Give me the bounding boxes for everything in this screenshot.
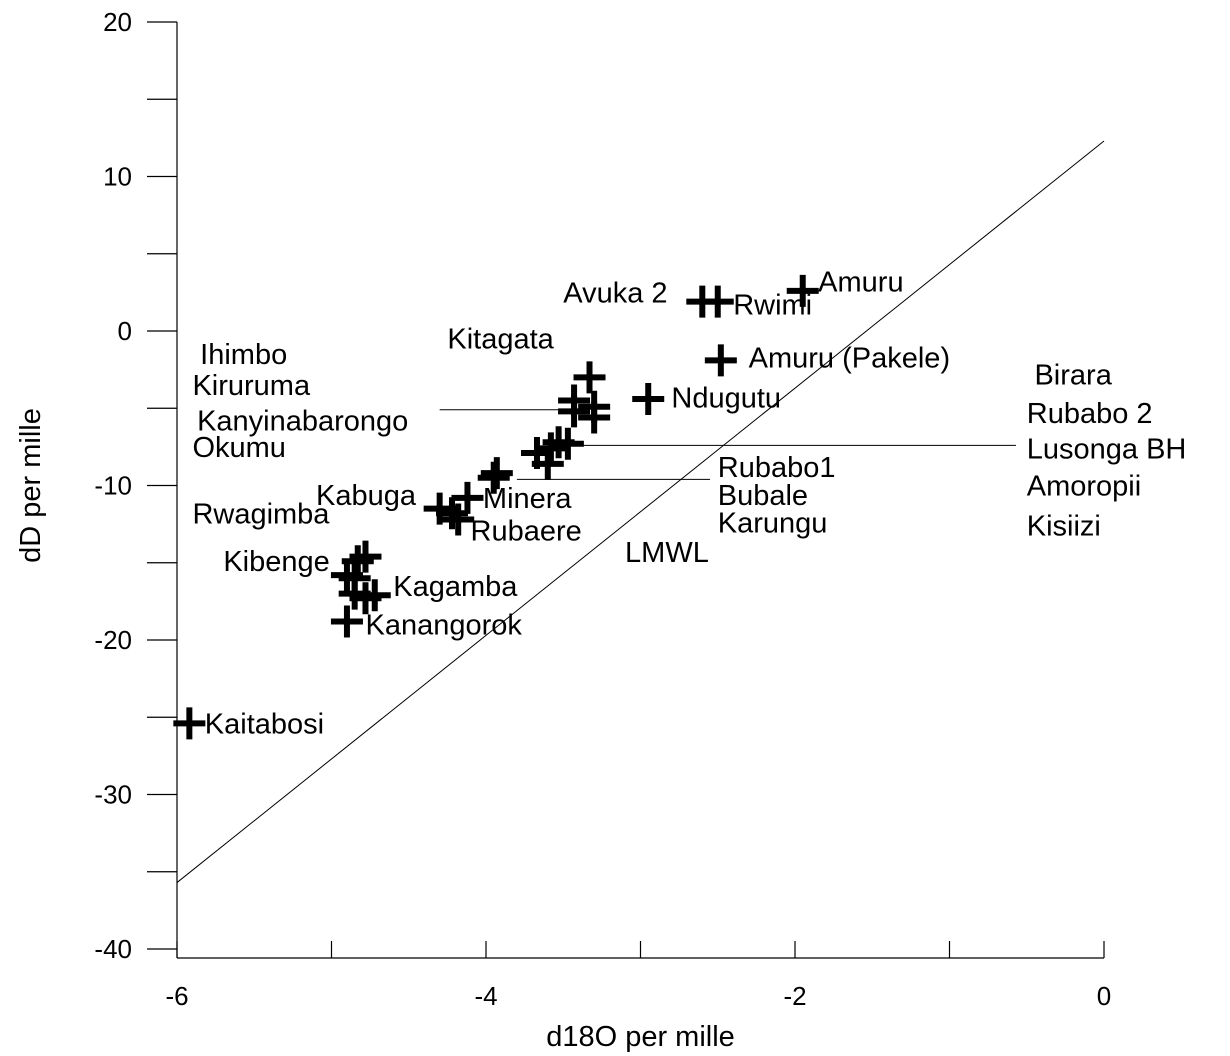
- point-label: Kitagata: [447, 324, 554, 356]
- data-point: [173, 707, 206, 740]
- point-label: Minera: [483, 483, 573, 515]
- data-point: [551, 427, 584, 460]
- point-label: Kanangorok: [365, 610, 522, 642]
- point-label: Kanyinabarongo: [197, 406, 408, 438]
- x-ticks: -6 -4 -2 0: [165, 941, 1111, 1011]
- point-label: Kabuga: [316, 480, 417, 512]
- data-point: [632, 382, 665, 415]
- point-label: Amuru: [818, 267, 903, 299]
- point-label: Amoropii: [1027, 471, 1141, 503]
- y-ticks: -40 -30 -20 -10 0 10 20: [94, 7, 177, 964]
- y-tick-label: -30: [94, 780, 132, 810]
- point-label: Okumu: [192, 432, 285, 464]
- data-point: [704, 344, 737, 377]
- point-label: Rubaere: [471, 515, 582, 547]
- y-tick-label: -10: [94, 471, 132, 501]
- data-point: [477, 461, 510, 494]
- point-label: Kagamba: [393, 571, 518, 603]
- x-tick-label: -2: [783, 981, 806, 1011]
- data-point: [349, 540, 382, 573]
- point-label: Rubabo1: [718, 452, 836, 484]
- data-point: [701, 285, 734, 318]
- y-axis-title: dD per mille: [15, 408, 47, 563]
- point-label: Kaitabosi: [205, 708, 324, 740]
- point-label: Amuru (Pakele): [749, 342, 950, 374]
- y-tick-label: 10: [103, 162, 132, 192]
- data-points: [173, 274, 819, 740]
- point-label: LMWL: [625, 537, 709, 569]
- point-labels: Kaitabosi Kanangorok Kagamba Kibenge Rwagimb…: [192, 267, 1186, 741]
- y-tick-label: -40: [94, 934, 132, 964]
- x-axis-title: d18O per mille: [546, 1021, 735, 1053]
- point-label: Rwagimba: [192, 498, 330, 530]
- point-label: Rwimi: [733, 290, 812, 322]
- data-point: [480, 457, 513, 490]
- point-label: Kiruruma: [192, 370, 311, 402]
- point-label: Kibenge: [223, 546, 329, 578]
- data-point: [578, 401, 611, 434]
- data-point: [358, 579, 391, 612]
- x-tick-label: -4: [474, 981, 497, 1011]
- data-point: [442, 503, 475, 536]
- data-point: [451, 481, 484, 514]
- data-point: [531, 447, 564, 480]
- lmwl-line: [176, 140, 1105, 883]
- point-label: Birara: [1034, 359, 1112, 391]
- point-label: Rubabo 2: [1027, 398, 1153, 430]
- data-point: [573, 361, 606, 394]
- y-tick-label: 20: [103, 7, 132, 37]
- reference-lines: [176, 140, 1105, 883]
- point-label: Karungu: [718, 508, 828, 540]
- x-tick-label: 0: [1097, 981, 1111, 1011]
- point-label: Bubale: [718, 480, 808, 512]
- y-tick-label: -20: [94, 625, 132, 655]
- data-point: [558, 395, 591, 428]
- point-label: Kisiizi: [1027, 511, 1101, 543]
- y-tick-label: 0: [118, 316, 132, 346]
- data-point: [330, 605, 363, 638]
- point-label: Ndugutu: [671, 382, 781, 414]
- point-label: Ihimbo: [200, 339, 287, 371]
- x-tick-label: -6: [165, 981, 188, 1011]
- data-point: [786, 274, 819, 307]
- point-label: Lusonga BH: [1027, 433, 1187, 465]
- data-point: [436, 497, 469, 530]
- point-label: Avuka 2: [563, 277, 667, 309]
